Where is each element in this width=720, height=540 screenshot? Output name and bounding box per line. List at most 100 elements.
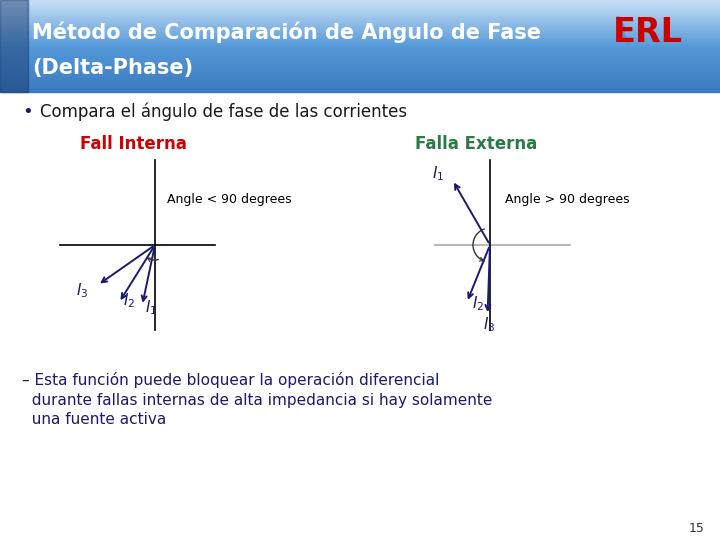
Bar (0, 1, 720, 2)
Bar (0, 50, 720, 52)
Bar (0, 56, 720, 57)
Bar (0, 57, 720, 59)
Text: Método de Comparación de Angulo de Fase: Método de Comparación de Angulo de Fase (32, 21, 541, 43)
Bar (0, 77, 720, 78)
Bar (0, 66, 720, 68)
Bar (0, 45, 720, 47)
Bar (0, 69, 720, 70)
Bar (0, 35, 720, 37)
Bar (0, 43, 720, 45)
Text: Falla Externa: Falla Externa (415, 135, 537, 153)
Bar (0, 60, 720, 62)
Text: – Esta función puede bloquear la operación diferencial: – Esta función puede bloquear la operaci… (22, 372, 439, 388)
Bar (0, 82, 720, 84)
Text: •: • (22, 103, 32, 121)
Bar (0, 25, 720, 26)
Bar (0, 28, 720, 30)
Text: una fuente activa: una fuente activa (22, 413, 166, 428)
Bar (0, 76, 720, 77)
Bar (0, 78, 720, 79)
Text: $I_3$: $I_3$ (76, 281, 88, 300)
Bar (0, 72, 720, 73)
Bar (0, 23, 720, 24)
Text: $I_3$: $I_3$ (482, 315, 495, 334)
Bar (0, 4, 720, 6)
Bar (0, 84, 720, 85)
Bar (0, 11, 720, 12)
Bar (0, 64, 720, 65)
Bar (0, 70, 720, 71)
Bar (0, 42, 720, 44)
Bar (0, 5, 720, 7)
Bar (0, 12, 720, 14)
Bar (0, 90, 720, 92)
Bar (0, 10, 720, 11)
Bar (0, 19, 720, 21)
Bar (0, 16, 720, 17)
Bar (0, 71, 720, 72)
Bar (0, 51, 720, 53)
Text: $I_1$: $I_1$ (433, 165, 445, 184)
Text: ERL: ERL (613, 16, 683, 49)
Bar (0, 15, 720, 16)
Bar (0, 65, 720, 67)
Bar (0, 68, 720, 69)
Bar (0, 88, 720, 90)
Bar (0, 3, 720, 5)
Bar (0, 24, 720, 25)
Bar (0, 9, 720, 10)
Bar (0, 20, 720, 22)
Text: durante fallas internas de alta impedancia si hay solamente: durante fallas internas de alta impedanc… (22, 393, 492, 408)
Bar (0, 31, 720, 32)
Bar (0, 48, 720, 50)
Text: $I_2$: $I_2$ (123, 291, 135, 310)
Bar (0, 2, 720, 3)
Bar (0, 14, 720, 15)
Bar (0, 85, 720, 86)
Bar (0, 33, 720, 35)
Text: Fall Interna: Fall Interna (80, 135, 187, 153)
Bar (0, 79, 720, 80)
Bar (0, 74, 720, 76)
Bar (0, 37, 720, 39)
Text: Angle < 90 degrees: Angle < 90 degrees (167, 193, 292, 206)
Bar (0, 8, 720, 9)
Bar (0, 0, 28, 92)
Bar (0, 52, 720, 54)
Bar (0, 80, 720, 82)
Bar (0, 46, 720, 48)
Bar (0, 59, 720, 61)
Bar (0, 87, 720, 89)
Text: 15: 15 (689, 522, 705, 535)
Bar (0, 36, 720, 38)
Bar (0, 40, 720, 42)
Bar (0, 58, 720, 60)
Bar (0, 0, 720, 1)
Text: $I_1$: $I_1$ (145, 298, 158, 317)
Bar (0, 29, 720, 31)
Bar (0, 63, 720, 64)
Bar (0, 22, 720, 23)
Bar (0, 41, 720, 43)
Bar (0, 26, 720, 28)
Text: $I_2$: $I_2$ (472, 294, 484, 313)
Bar (0, 49, 720, 51)
Bar (0, 86, 720, 87)
Bar (0, 38, 720, 40)
Bar (0, 44, 720, 46)
Text: Angle > 90 degrees: Angle > 90 degrees (505, 193, 629, 206)
Bar (0, 18, 720, 19)
Bar (0, 34, 720, 36)
Bar (0, 62, 720, 63)
Bar (0, 53, 720, 55)
Bar (0, 55, 720, 56)
Bar (0, 6, 720, 8)
Text: Compara el ángulo de fase de las corrientes: Compara el ángulo de fase de las corrien… (40, 103, 407, 122)
Bar (0, 27, 720, 29)
Bar (0, 17, 720, 18)
Bar (0, 73, 720, 75)
Bar (0, 89, 720, 91)
Bar (0, 81, 720, 83)
Text: (Delta-Phase): (Delta-Phase) (32, 58, 193, 78)
Bar (0, 32, 720, 33)
